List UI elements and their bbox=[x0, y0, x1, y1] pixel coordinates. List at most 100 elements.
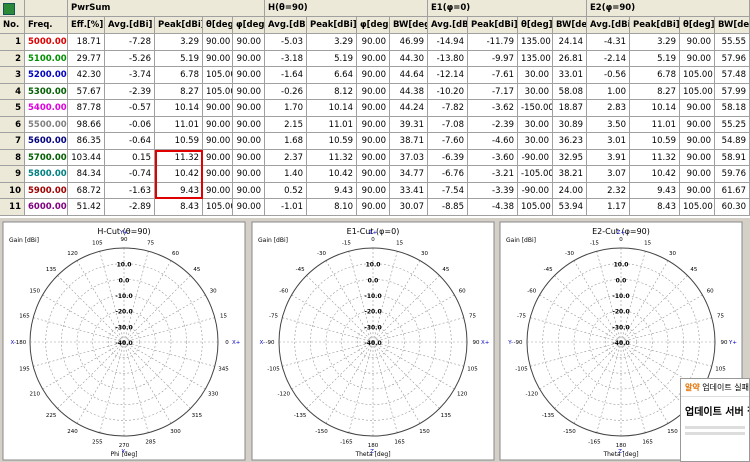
table-cell: -0.64 bbox=[105, 133, 155, 150]
table-cell: 105.00 bbox=[203, 67, 233, 84]
table-cell: -3.39 bbox=[468, 182, 518, 199]
row-number: 6 bbox=[0, 116, 25, 133]
plot-title: E1-Cut (φ=0) bbox=[347, 227, 400, 236]
ring bbox=[589, 310, 653, 374]
table-cell: 59.76 bbox=[715, 166, 750, 183]
frequency: 5800.000 bbox=[25, 166, 68, 183]
table-cell: 1.00 bbox=[587, 83, 630, 100]
table-cell: 10.42 bbox=[307, 166, 357, 183]
radial-tick-label: -30.0 bbox=[364, 324, 381, 331]
radial-tick-label: -40.0 bbox=[364, 340, 381, 347]
table-cell: 90.00 bbox=[233, 83, 265, 100]
frequency: 5200.000 bbox=[25, 67, 68, 84]
ring bbox=[76, 294, 172, 390]
table-cell: -5.26 bbox=[105, 50, 155, 67]
table-cell: 84.34 bbox=[68, 166, 105, 183]
row-number: 2 bbox=[0, 50, 25, 67]
outer-ring bbox=[278, 247, 468, 437]
table-cell: 3.91 bbox=[587, 149, 630, 166]
direction-label: Z+ bbox=[369, 230, 378, 236]
table-cell: -150.00 bbox=[518, 100, 553, 117]
header-blank bbox=[25, 0, 68, 17]
frequency: 5500.000 bbox=[25, 116, 68, 133]
table-cell: 8.27 bbox=[155, 83, 203, 100]
angle-label: -90 bbox=[514, 340, 523, 346]
table-cell: 90.00 bbox=[680, 50, 715, 67]
angle-label: 120 bbox=[457, 392, 468, 398]
angle-label: 255 bbox=[92, 439, 103, 445]
angle-label: -30 bbox=[565, 251, 574, 257]
table-cell: 3.29 bbox=[155, 34, 203, 51]
table-cell: -14.94 bbox=[428, 34, 468, 51]
table-cell: 68.72 bbox=[68, 182, 105, 199]
frequency: 5700.000 bbox=[25, 149, 68, 166]
table-cell: 90.00 bbox=[357, 83, 390, 100]
column-header: Peak[dBi] bbox=[307, 17, 357, 34]
group-header: PwrSum bbox=[68, 0, 265, 17]
table-cell: 36.23 bbox=[553, 133, 587, 150]
ring bbox=[341, 310, 405, 374]
column-header: φ[deg] bbox=[357, 17, 390, 34]
angle-label: 195 bbox=[19, 367, 30, 373]
x-axis-label: Theta [deg] bbox=[354, 451, 390, 458]
ring bbox=[310, 279, 436, 405]
table-cell: 33.41 bbox=[390, 182, 428, 199]
table-cell: 90.00 bbox=[233, 182, 265, 199]
row-number: 11 bbox=[0, 199, 25, 216]
table-cell: -3.62 bbox=[468, 100, 518, 117]
table-cell: 8.43 bbox=[155, 199, 203, 216]
radial-tick-label: 10.0 bbox=[614, 262, 629, 269]
table-cell: 90.00 bbox=[357, 166, 390, 183]
angle-label: -75 bbox=[517, 313, 526, 319]
table-cell: 6.64 bbox=[307, 67, 357, 84]
table-cell: 18.87 bbox=[553, 100, 587, 117]
group-header: E1(φ=0) bbox=[428, 0, 587, 17]
table-cell: 8.12 bbox=[307, 83, 357, 100]
column-header: BW[deg] bbox=[390, 17, 428, 34]
column-header: Peak[dBi] bbox=[155, 17, 203, 34]
angle-label: -120 bbox=[278, 392, 291, 398]
angle-label: 45 bbox=[193, 267, 200, 273]
angle-label: 30 bbox=[210, 289, 217, 295]
table-cell: 39.31 bbox=[390, 116, 428, 133]
table-cell: 90.00 bbox=[203, 149, 233, 166]
table-cell: 8.10 bbox=[307, 199, 357, 216]
table-cell: 90.00 bbox=[233, 116, 265, 133]
popup-title: 업데이트 실패 안 bbox=[702, 383, 749, 392]
table-cell: 10.59 bbox=[630, 133, 680, 150]
table-cell: 86.35 bbox=[68, 133, 105, 150]
radial-tick-label: -10.0 bbox=[364, 293, 381, 300]
table-cell: 26.81 bbox=[553, 50, 587, 67]
ring bbox=[61, 279, 187, 405]
table-cell: 18.71 bbox=[68, 34, 105, 51]
table-cell: -1.01 bbox=[265, 199, 307, 216]
column-header: BW[deg] bbox=[553, 17, 587, 34]
angle-label: 75 bbox=[469, 313, 476, 319]
angle-label: 15 bbox=[220, 313, 227, 319]
y-axis-label: Gain [dBi] bbox=[506, 237, 536, 244]
table-cell: -7.60 bbox=[428, 133, 468, 150]
table-cell: 24.00 bbox=[553, 182, 587, 199]
table-cell: 103.44 bbox=[68, 149, 105, 166]
plot-title: H-Cut (θ=90) bbox=[97, 227, 150, 236]
table-cell: 87.78 bbox=[68, 100, 105, 117]
table-cell: 105.00 bbox=[203, 199, 233, 216]
direction-label: Y+ bbox=[728, 340, 737, 346]
table-cell: 3.07 bbox=[587, 166, 630, 183]
column-header: Peak[dBi] bbox=[630, 17, 680, 34]
row-number: 1 bbox=[0, 34, 25, 51]
popup-header: 알약 업데이트 실패 안 bbox=[681, 379, 749, 397]
ring bbox=[45, 263, 203, 421]
table-cell: 57.99 bbox=[715, 83, 750, 100]
angle-label: 45 bbox=[442, 267, 449, 273]
table-cell: 2.32 bbox=[587, 182, 630, 199]
radial-tick-label: 0.0 bbox=[616, 277, 627, 284]
table-cell: 90.00 bbox=[680, 34, 715, 51]
angle-label: 165 bbox=[394, 439, 405, 445]
angle-label: 0 bbox=[371, 237, 375, 243]
angle-label: 90 bbox=[721, 340, 728, 346]
radial-tick-label: 0.0 bbox=[368, 277, 379, 284]
radial-tick-label: 10.0 bbox=[117, 262, 132, 269]
update-popup[interactable]: 알약 업데이트 실패 안 업데이트 서버 접 bbox=[680, 378, 750, 462]
